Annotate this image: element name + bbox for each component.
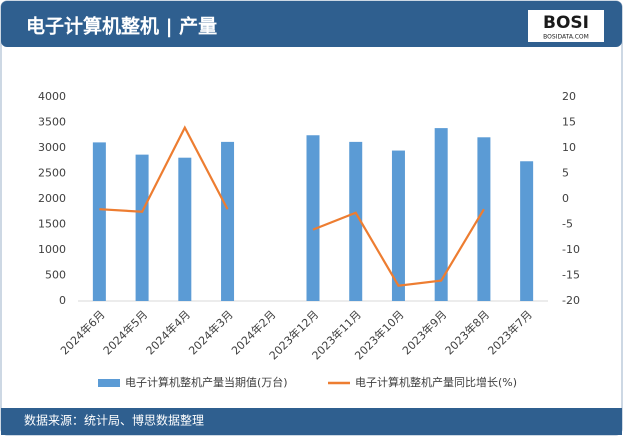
bar [434,128,448,301]
y-tick-label: 4000 [38,90,66,103]
legend-label: 电子计算机整机产量当期值(万台) [125,375,288,389]
y2-tick-label: 15 [562,116,576,129]
source: 数据来源：统计局、博思数据整理 [24,413,204,428]
y2-tick-label: -5 [562,218,573,231]
y-tick-label: 500 [45,269,66,282]
y-tick-label: 1000 [38,243,66,256]
y-tick-label: 1500 [38,218,66,231]
bar [221,141,235,301]
logo-sub: BOSIDATA.COM [543,34,589,41]
y-tick-label: 0 [59,294,66,307]
title: 电子计算机整机 | 产量 [26,15,217,38]
y2-tick-label: -15 [562,269,580,282]
bar [92,142,106,301]
bar [306,135,320,301]
logo-box [528,10,604,42]
y2-tick-label: -10 [562,243,580,256]
footer-band [1,408,622,435]
line [99,125,485,287]
legend-swatch [98,379,120,387]
y2-tick-label: 5 [562,167,569,180]
header-band [1,1,622,47]
y2-tick-label: -20 [562,294,580,307]
y2-tick-label: 0 [562,192,569,205]
y-tick-label: 3000 [38,141,66,154]
y-tick-label: 2000 [38,192,66,205]
y2-tick-label: 10 [562,141,576,154]
bar [477,137,491,301]
y-tick-label: 2500 [38,167,66,180]
bar [178,157,192,301]
bar [391,150,405,301]
bar [135,154,149,301]
y-tick-label: 3500 [38,116,66,129]
bar [520,161,534,301]
y2-tick-label: 20 [562,90,576,103]
legend-label: 电子计算机整机产量同比增长(%) [355,375,517,389]
logo: BOSI [543,13,589,33]
bar [349,141,363,301]
